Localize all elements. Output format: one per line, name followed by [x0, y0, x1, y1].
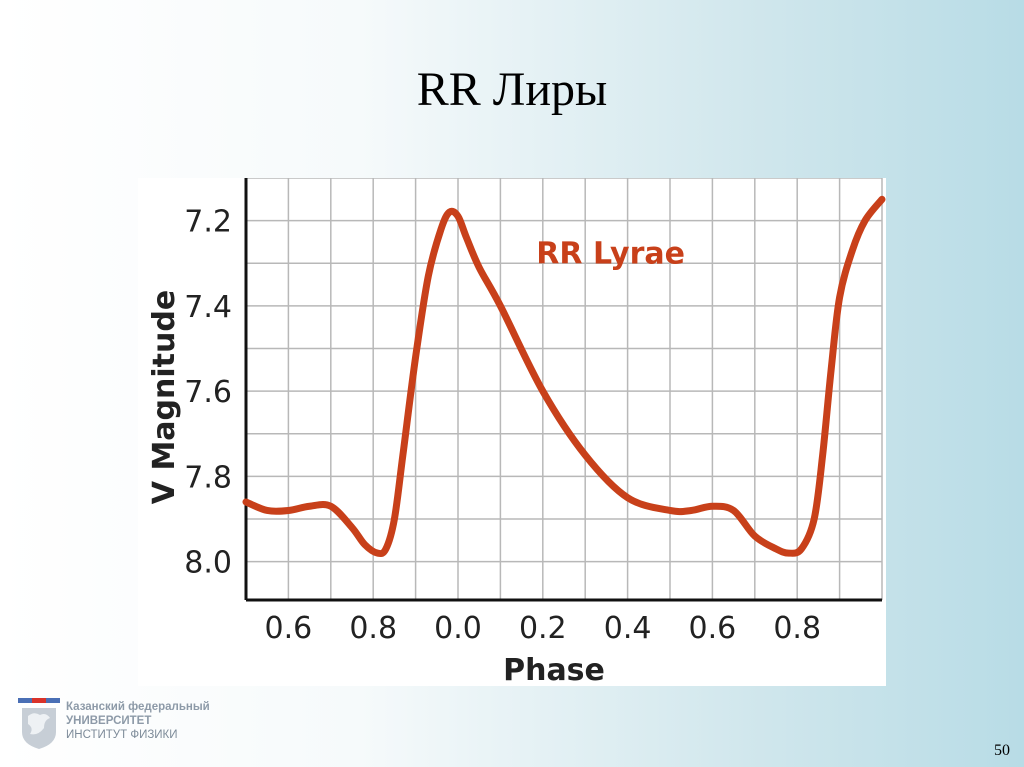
y-tick-label: 8.0 — [184, 546, 232, 581]
x-tick-label: 0.0 — [434, 611, 482, 646]
footer-line-1: Казанский федеральный — [66, 701, 210, 713]
x-tick-label: 0.2 — [519, 611, 567, 646]
footer-line-2: УНИВЕРСИТЕТ — [66, 715, 152, 727]
grid — [245, 178, 883, 600]
series-layer — [242, 195, 886, 558]
axes — [244, 178, 882, 602]
x-tick-label: 0.8 — [349, 611, 397, 646]
labels: 7.2 7.4 7.6 7.8 8.0 0.6 0.8 0.0 0.2 0.4 0.6 0.8 Phas… — [147, 205, 821, 686]
page-number: 50 — [994, 742, 1010, 759]
x-tick-label: 0.6 — [265, 611, 313, 646]
x-tick-label: 0.6 — [689, 611, 737, 646]
y-axis-title: V Magnitude — [147, 290, 182, 504]
university-logo — [18, 698, 60, 750]
chart-panel: 7.2 7.4 7.6 7.8 8.0 0.6 0.8 0.0 0.2 0.4 0.6 0.8 Phas… — [138, 178, 886, 686]
y-tick-label: 7.4 — [184, 290, 232, 325]
y-tick-label: 7.8 — [184, 460, 232, 495]
footer-line-3: ИНСТИТУТ ФИЗИКИ — [66, 729, 178, 741]
x-tick-label: 0.4 — [604, 611, 652, 646]
x-tick-label: 0.8 — [773, 611, 821, 646]
chart-annotation: RR Lyrae — [536, 236, 685, 271]
light-curve-chart: 7.2 7.4 7.6 7.8 8.0 0.6 0.8 0.0 0.2 0.4 0.6 0.8 Phas… — [147, 178, 886, 686]
slide-title: RR Лиры — [416, 63, 608, 116]
footer-university-text: Казанский федеральный УНИВЕРСИТЕТ ИНСТИТ… — [66, 700, 210, 742]
y-tick-label: 7.6 — [184, 375, 232, 410]
light-curve-line — [242, 195, 886, 558]
y-tick-label: 7.2 — [184, 205, 232, 240]
x-axis-title: Phase — [503, 653, 605, 686]
